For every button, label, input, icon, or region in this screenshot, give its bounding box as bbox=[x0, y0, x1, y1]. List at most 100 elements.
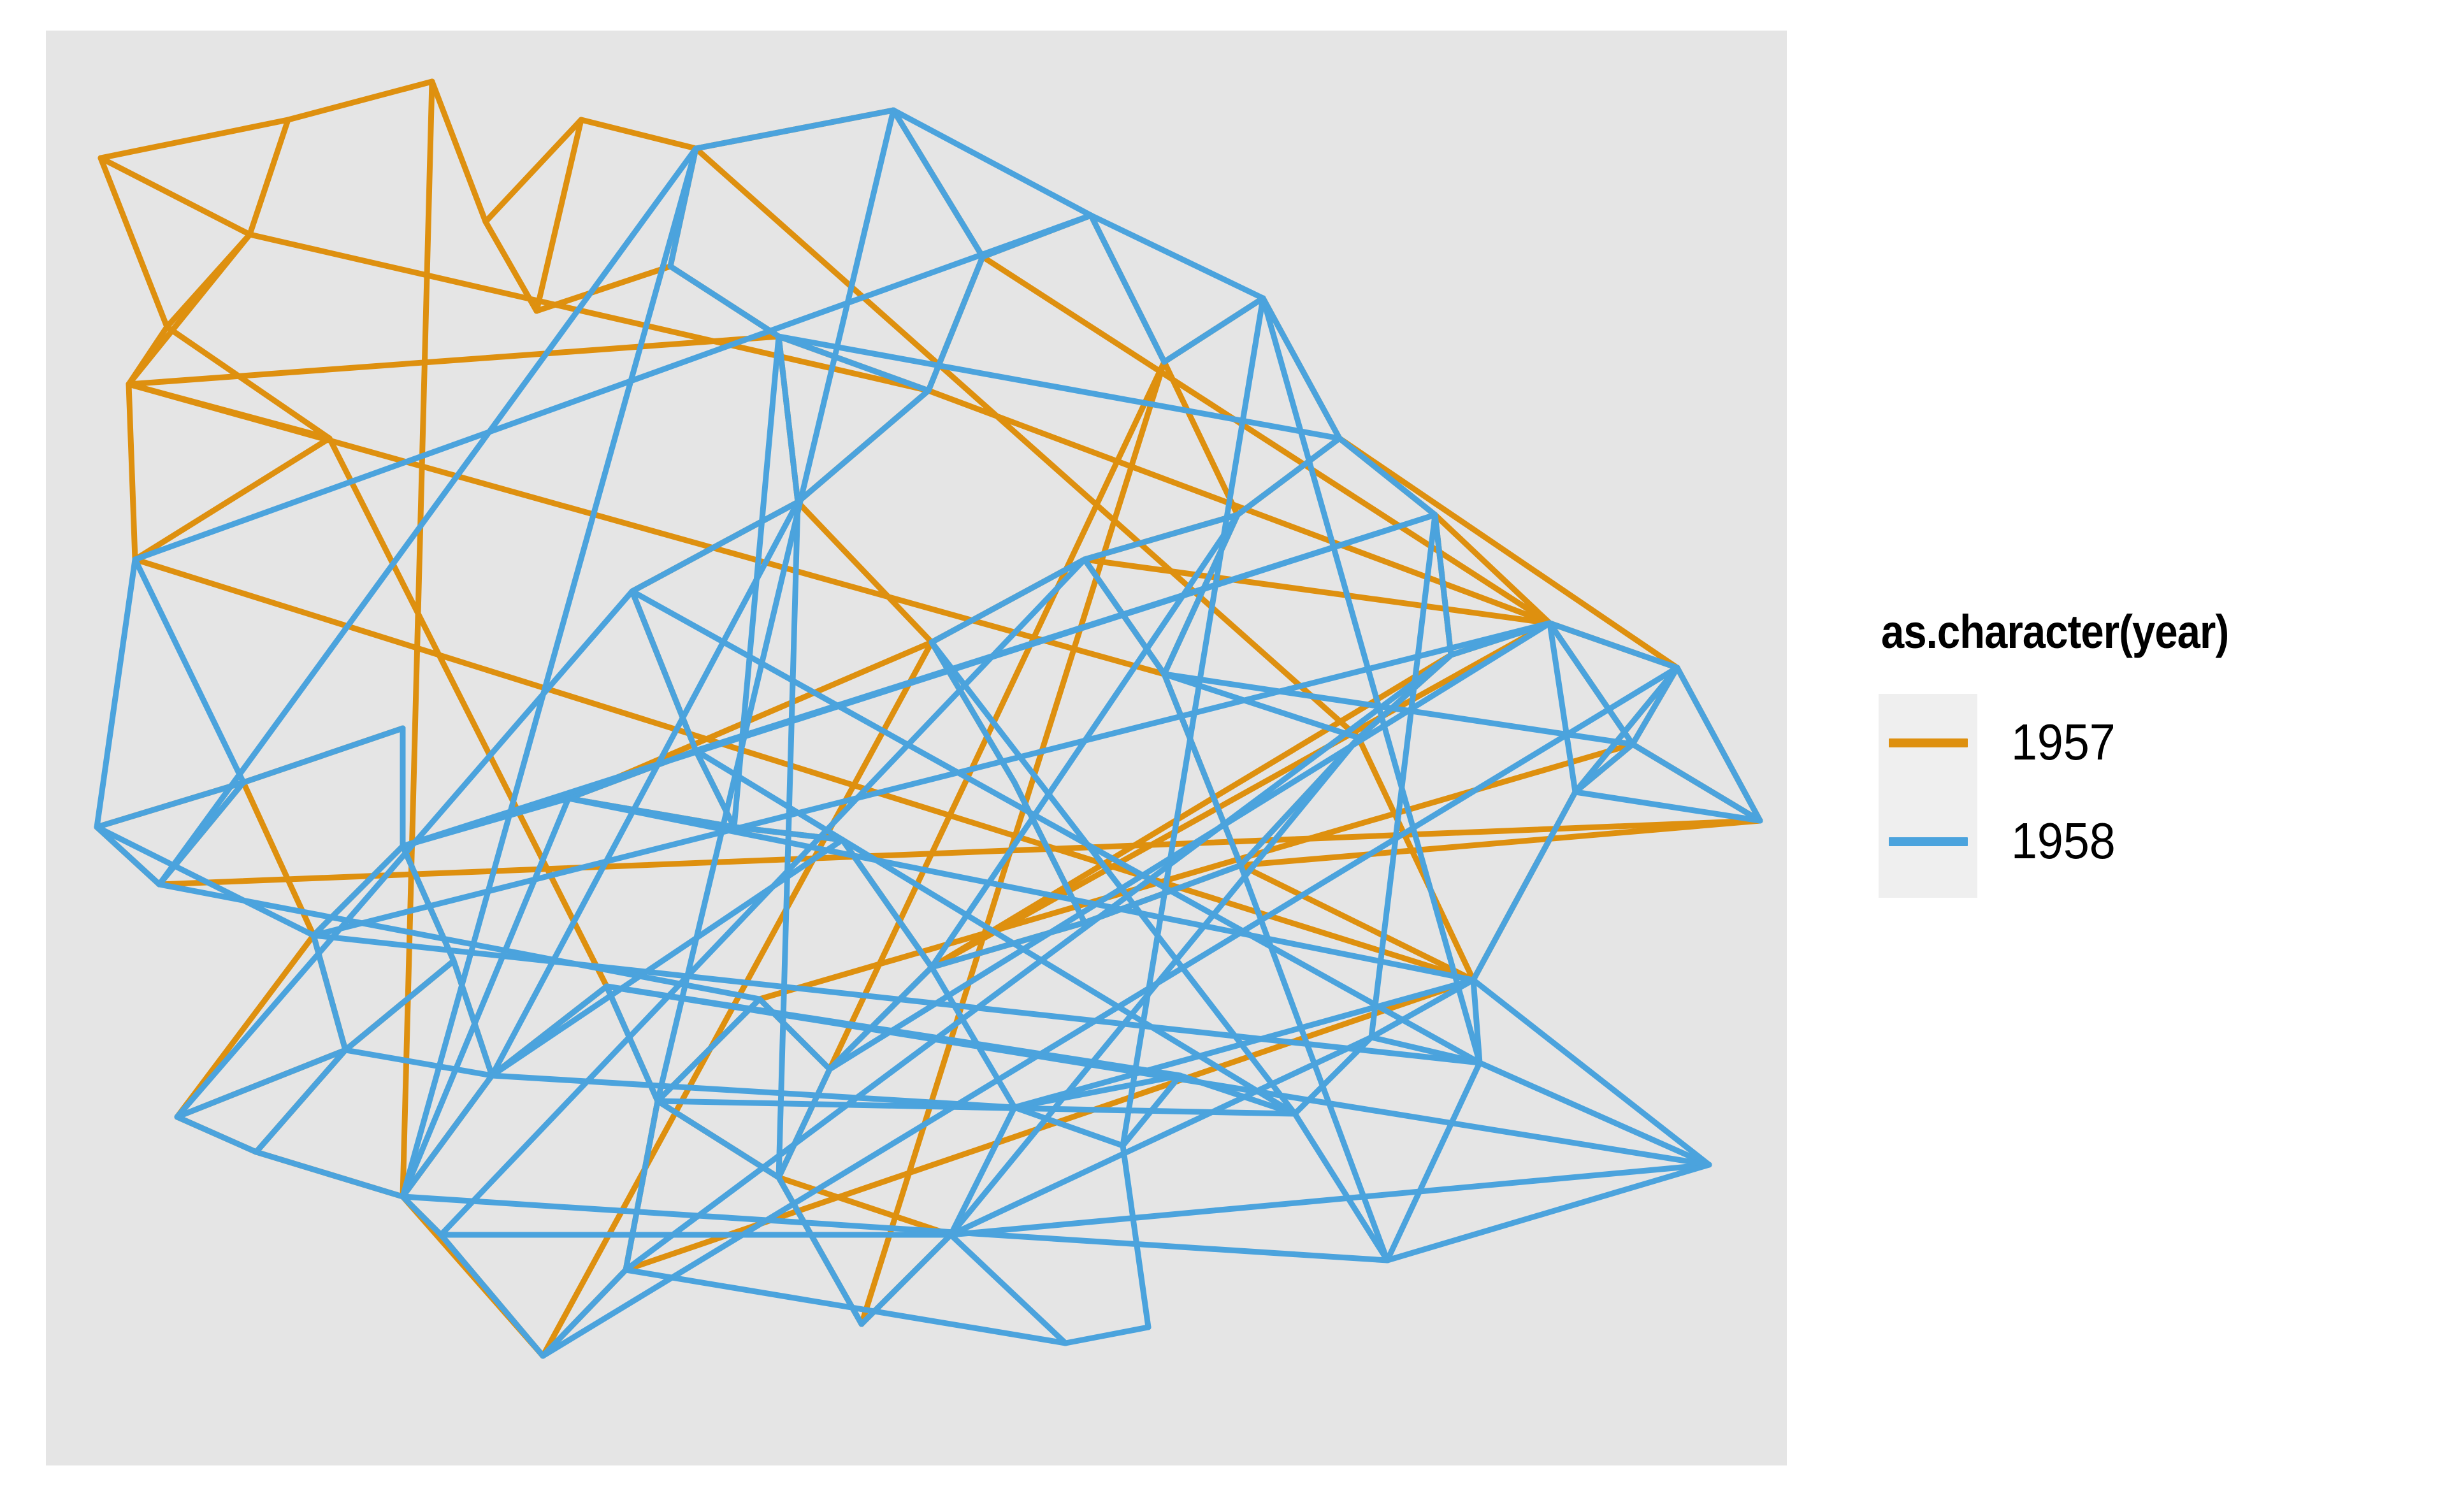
graph-edge bbox=[1355, 735, 1476, 983]
graph-edge bbox=[94, 824, 162, 888]
graph-edge bbox=[326, 435, 610, 990]
graph-edge bbox=[776, 333, 1343, 442]
legend-label-1958: 1958 bbox=[2011, 812, 2116, 869]
graph-edge bbox=[156, 817, 1763, 888]
graph-edge bbox=[928, 620, 1553, 970]
graph-edge bbox=[826, 359, 1167, 1072]
graph-edge bbox=[654, 107, 897, 1104]
graph-edge bbox=[1629, 741, 1763, 824]
network-graph bbox=[94, 78, 1763, 1359]
graph-edge bbox=[629, 588, 699, 754]
graph-edge bbox=[578, 117, 699, 152]
graph-edge bbox=[126, 381, 1167, 677]
graph-edge bbox=[1470, 977, 1712, 1168]
graph-edge bbox=[400, 78, 435, 1200]
graph-edge bbox=[1011, 1104, 1126, 1149]
graph-edge bbox=[1547, 620, 1636, 747]
legend-key-line-1957[interactable] bbox=[1889, 738, 1968, 747]
graph-edge bbox=[731, 333, 782, 830]
graph-edge bbox=[533, 117, 584, 314]
graph-edge bbox=[247, 117, 291, 238]
graph-edge bbox=[132, 556, 1476, 983]
graph-edge bbox=[890, 107, 1094, 219]
graph-edge bbox=[132, 212, 1094, 563]
graph-edge bbox=[693, 512, 1438, 754]
graph-edge bbox=[400, 1193, 1390, 1264]
graph-edge bbox=[342, 1047, 495, 1079]
graph-edge bbox=[1547, 620, 1680, 671]
graph-edge bbox=[489, 499, 801, 1079]
graph-edge bbox=[1260, 295, 1343, 442]
graph-edge bbox=[603, 983, 661, 1104]
graph-edge bbox=[623, 1098, 661, 1273]
graph-edge bbox=[839, 837, 935, 970]
graph-edge bbox=[97, 155, 253, 238]
graph-edge bbox=[132, 556, 247, 786]
legend-key-line-1958[interactable] bbox=[1889, 837, 1968, 846]
graph-edge bbox=[1120, 1142, 1151, 1330]
graph-edge bbox=[629, 499, 801, 594]
graph-edge bbox=[603, 983, 1183, 1079]
graph-edge bbox=[776, 1174, 954, 1238]
graph-edge bbox=[776, 333, 932, 394]
graph-edge bbox=[174, 1114, 259, 1155]
graph-edge bbox=[240, 725, 406, 786]
graph-edge bbox=[1062, 1324, 1151, 1346]
graph-edge bbox=[1572, 789, 1763, 824]
graph-edge bbox=[1161, 671, 1636, 747]
graph-edge bbox=[429, 78, 489, 225]
graph-edge bbox=[285, 78, 435, 123]
graph-edge bbox=[756, 741, 1636, 1002]
graph-edge bbox=[1088, 212, 1266, 301]
graph-edge bbox=[1081, 556, 1553, 626]
graph-edge bbox=[1238, 817, 1763, 868]
graph-edge bbox=[623, 1267, 1069, 1346]
graph-edge bbox=[540, 665, 1680, 1359]
graph-edge bbox=[156, 881, 763, 1002]
graph-edge bbox=[928, 964, 1018, 1111]
graph-edge bbox=[310, 932, 1483, 1066]
legend-title: as.character(year) bbox=[1881, 605, 2229, 658]
legend-key-background bbox=[1879, 694, 1977, 898]
graph-edge bbox=[156, 145, 699, 888]
graph-edge bbox=[776, 1066, 833, 1181]
graph-edge bbox=[400, 145, 699, 1200]
graph-edge bbox=[1260, 295, 1483, 1066]
graph-edge bbox=[97, 117, 291, 161]
graph-edge bbox=[164, 324, 333, 442]
graph-edge bbox=[164, 231, 253, 330]
graph-edge bbox=[826, 964, 935, 1072]
graph-edge bbox=[1081, 512, 1241, 563]
graph-edge bbox=[795, 387, 932, 505]
graph-edge bbox=[451, 958, 495, 1079]
graph-edge bbox=[928, 556, 1088, 645]
graph-edge bbox=[1336, 435, 1438, 518]
graph-edge bbox=[948, 1232, 1069, 1346]
graph-edge bbox=[489, 1072, 1018, 1111]
legend-label-1957: 1957 bbox=[2011, 714, 2116, 770]
graph-edge bbox=[1432, 512, 1553, 626]
graph-edge bbox=[948, 735, 1362, 1238]
graph-edge bbox=[623, 652, 1454, 1273]
graph-edge bbox=[126, 381, 138, 563]
graph-edge bbox=[890, 107, 986, 260]
graph-edge bbox=[1161, 671, 1244, 868]
graph-edge bbox=[629, 588, 1483, 1066]
graph-edge bbox=[1011, 977, 1476, 1111]
graph-edge bbox=[693, 747, 846, 843]
graph-edge bbox=[1336, 435, 1680, 671]
graph-edge bbox=[97, 155, 170, 330]
graph-edge bbox=[1120, 295, 1266, 1149]
graph-edge bbox=[1384, 1162, 1712, 1264]
graph-edge bbox=[342, 958, 457, 1053]
graph-edge bbox=[1238, 862, 1476, 983]
graph-edge bbox=[1674, 665, 1763, 824]
graph-edge bbox=[1470, 789, 1578, 983]
graph-edge bbox=[693, 145, 1362, 741]
graph-edge bbox=[948, 1162, 1712, 1238]
graph-edge bbox=[310, 620, 1553, 939]
graph-edge bbox=[1161, 512, 1241, 677]
graph-edge bbox=[247, 231, 932, 394]
graph-edge bbox=[132, 435, 333, 563]
